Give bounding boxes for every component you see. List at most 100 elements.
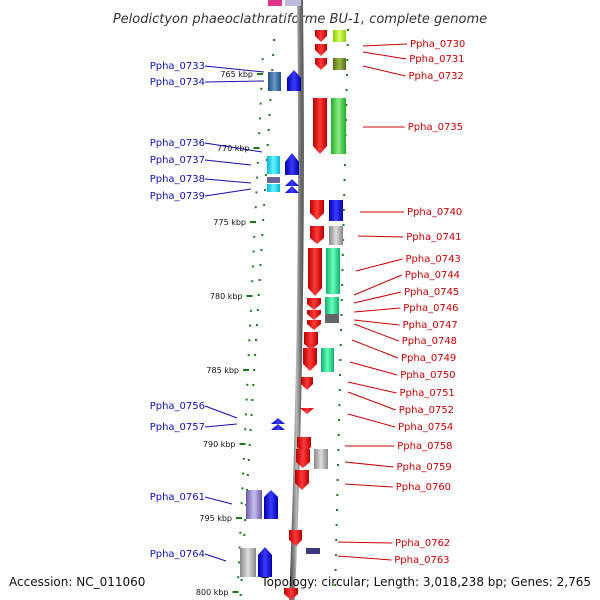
gene-feature: [246, 490, 262, 519]
gene-arrow: [300, 408, 314, 414]
ruler-minor-tick: [259, 102, 262, 105]
track-dot: [252, 384, 255, 386]
ruler-minor-tick: [244, 428, 247, 431]
gene-label[interactable]: Ppha_0741: [406, 232, 461, 243]
gene-arrow: [271, 418, 285, 424]
gene-leader-line: [362, 65, 406, 77]
gene-leader-line: [344, 461, 394, 468]
gene-label[interactable]: Ppha_0748: [402, 336, 457, 347]
track-dot: [337, 434, 340, 436]
track-dot: [239, 594, 242, 596]
ruler-minor-tick: [237, 576, 240, 579]
track-dot: [244, 519, 247, 521]
track-dot: [264, 174, 267, 176]
track-dot: [269, 99, 272, 101]
gene-leader-line: [347, 391, 396, 411]
gene-arrow: [264, 490, 278, 519]
gene-label[interactable]: Ppha_0737: [150, 155, 205, 166]
gene-label[interactable]: Ppha_0738: [150, 174, 205, 185]
ruler-minor-tick: [251, 265, 254, 268]
gene-label[interactable]: Ppha_0730: [410, 39, 465, 50]
gene-label[interactable]: Ppha_0735: [408, 122, 463, 133]
track-dot: [335, 509, 338, 511]
track-dot: [248, 444, 251, 446]
gene-label[interactable]: Ppha_0732: [409, 71, 464, 82]
gene-label[interactable]: Ppha_0764: [150, 549, 205, 560]
track-dot: [271, 69, 274, 71]
gene-label[interactable]: Ppha_0745: [404, 287, 459, 298]
ruler-minor-tick: [258, 117, 261, 120]
track-dot: [334, 584, 337, 586]
track-dot: [335, 524, 338, 526]
gene-leader-line: [344, 483, 393, 488]
gene-feature: [333, 30, 346, 42]
track-dot: [340, 299, 343, 301]
gene-label[interactable]: Ppha_0749: [401, 353, 456, 364]
gene-feature: [325, 297, 339, 314]
gene-arrow: [307, 310, 321, 320]
track-dot: [263, 204, 266, 206]
gene-label[interactable]: Ppha_0762: [395, 538, 450, 549]
gene-leader-line: [204, 80, 265, 83]
gene-arrow: [271, 424, 285, 430]
ruler-minor-tick: [256, 161, 259, 164]
gene-leader-line: [204, 423, 238, 428]
gene-label[interactable]: Ppha_0757: [150, 422, 205, 433]
gene-leader-line: [204, 188, 252, 197]
gene-label[interactable]: Ppha_0740: [407, 207, 462, 218]
gene-label[interactable]: Ppha_0761: [150, 492, 205, 503]
gene-arrow: [295, 470, 309, 490]
gene-label[interactable]: Ppha_0734: [150, 77, 205, 88]
track-dot: [346, 44, 349, 46]
gene-arrow: [310, 200, 324, 220]
ruler-minor-tick: [254, 206, 257, 209]
track-dot: [246, 474, 249, 476]
gene-feature: [314, 449, 328, 469]
ruler-minor-tick: [247, 354, 250, 357]
track-dot: [260, 249, 263, 251]
genome-summary: Topology: circular; Length: 3,018,238 bp…: [260, 575, 591, 589]
gene-label[interactable]: Ppha_0744: [405, 270, 460, 281]
gene-label[interactable]: Ppha_0747: [403, 320, 458, 331]
gene-label[interactable]: Ppha_0731: [409, 54, 464, 65]
gene-label[interactable]: Ppha_0751: [400, 388, 455, 399]
track-dot: [342, 239, 345, 241]
gene-label[interactable]: Ppha_0756: [150, 401, 205, 412]
gene-label[interactable]: Ppha_0763: [394, 555, 449, 566]
gene-leader-line: [337, 555, 392, 561]
gene-feature: [285, 0, 301, 6]
track-dot: [340, 314, 343, 316]
gene-arrow: [289, 530, 302, 546]
gene-label[interactable]: Ppha_0733: [150, 61, 205, 72]
gene-label[interactable]: Ppha_0759: [397, 462, 452, 473]
gene-label[interactable]: Ppha_0746: [403, 303, 458, 314]
gene-label[interactable]: Ppha_0758: [397, 441, 452, 452]
gene-arrow: [313, 98, 327, 154]
track-dot: [257, 294, 260, 296]
gene-feature: [329, 226, 343, 245]
gene-leader-line: [337, 541, 393, 544]
ruler-tick-label: 785 kbp: [206, 366, 239, 375]
gene-leader-line: [204, 553, 227, 562]
gene-label[interactable]: Ppha_0736: [150, 138, 205, 149]
gene-label[interactable]: Ppha_0760: [396, 482, 451, 493]
gene-label[interactable]: Ppha_0743: [406, 254, 461, 265]
gene-arrow: [296, 449, 310, 468]
gene-arrow: [285, 179, 299, 186]
gene-label[interactable]: Ppha_0739: [150, 191, 205, 202]
gene-feature: [321, 348, 334, 372]
ruler-minor-tick: [240, 502, 243, 505]
gene-label[interactable]: Ppha_0750: [400, 370, 455, 381]
gene-leader-line: [353, 274, 402, 296]
accession-label: Accession: NC_011060: [9, 575, 145, 589]
track-dot: [268, 114, 271, 116]
track-dot: [343, 164, 346, 166]
ruler-tick-label: 775 kbp: [213, 218, 246, 227]
gene-feature: [325, 314, 339, 323]
gene-label[interactable]: Ppha_0754: [398, 422, 453, 433]
ruler-minor-tick: [242, 472, 245, 475]
gene-leader-line: [353, 307, 401, 313]
track-dot: [337, 449, 340, 451]
ruler-minor-tick: [249, 309, 252, 312]
gene-label[interactable]: Ppha_0752: [399, 405, 454, 416]
